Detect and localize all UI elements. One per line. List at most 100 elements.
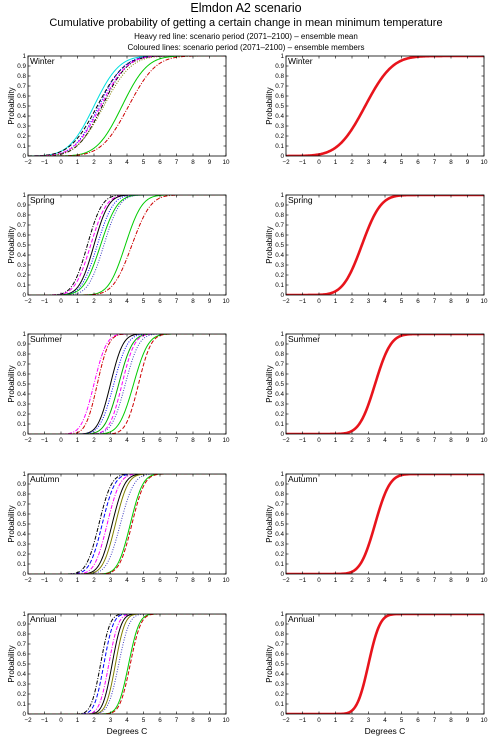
x-tick-label: 9: [466, 717, 470, 724]
member-line-winter-1: [28, 56, 226, 156]
x-tick-label: 4: [383, 437, 387, 444]
plot-frame: [27, 473, 227, 575]
y-tick-label: 1: [280, 611, 284, 618]
y-tick-label: 0.5: [17, 661, 26, 668]
x-tick-label: 4: [125, 298, 129, 305]
y-tick-label: 0.5: [275, 661, 284, 668]
y-tick-label: 0.8: [275, 212, 284, 219]
y-tick-label: 1: [22, 53, 26, 60]
member-line-winter-2: [28, 56, 226, 156]
member-line-annual-1: [28, 614, 226, 714]
y-tick-label: 0.6: [17, 511, 26, 518]
y-tick-label: 0.9: [275, 202, 284, 209]
x-tick-label: −1: [41, 717, 49, 724]
y-tick-label: 0.3: [275, 262, 284, 269]
y-tick-label: 0.8: [17, 73, 26, 80]
x-tick-label: 2: [350, 298, 354, 305]
ensemble-mean-line-spring: [286, 195, 484, 295]
x-tick-label: 6: [158, 717, 162, 724]
x-tick-label: −2: [24, 437, 32, 444]
x-tick-label: 9: [208, 437, 212, 444]
y-tick-label: 0.3: [275, 681, 284, 688]
plot-frame: [285, 613, 485, 715]
x-tick-label: 1: [76, 577, 80, 584]
x-tick-label: 7: [175, 159, 179, 166]
member-line-summer-4: [28, 334, 226, 434]
x-tick-label: 10: [480, 577, 488, 584]
y-tick-label: 0.5: [275, 103, 284, 110]
season-label: Annual: [30, 614, 57, 624]
y-tick-label: 0.3: [17, 541, 26, 548]
x-tick-label: 7: [433, 437, 437, 444]
y-tick-label: 0: [280, 153, 284, 160]
y-tick-label: 0.6: [17, 232, 26, 239]
y-tick-label: 0.1: [17, 421, 26, 428]
member-line-annual-3: [28, 614, 226, 714]
y-tick-label: 0.4: [275, 391, 284, 398]
y-tick-label: 0: [280, 292, 284, 299]
y-tick-label: 1: [22, 331, 26, 338]
y-tick-label: 0.7: [275, 222, 284, 229]
y-tick-label: 0.2: [275, 691, 284, 698]
y-tick-label: 0.4: [17, 113, 26, 120]
x-tick-label: 1: [334, 159, 338, 166]
season-label: Autumn: [30, 474, 60, 484]
x-tick-label: 6: [416, 437, 420, 444]
x-tick-label: 0: [59, 159, 63, 166]
x-tick-label: −2: [282, 298, 290, 305]
x-tick-label: 6: [416, 159, 420, 166]
x-tick-label: −1: [299, 159, 307, 166]
x-tick-label: 1: [334, 298, 338, 305]
member-line-winter-5: [28, 56, 226, 156]
season-label: Winter: [288, 56, 313, 66]
x-tick-label: −2: [24, 159, 32, 166]
x-tick-label: 3: [367, 298, 371, 305]
y-tick-label: 0.3: [17, 681, 26, 688]
x-tick-label: −1: [299, 437, 307, 444]
x-tick-label: 4: [125, 577, 129, 584]
y-tick-label: 1: [280, 331, 284, 338]
y-tick-label: 0.7: [275, 83, 284, 90]
y-tick-label: 1: [22, 471, 26, 478]
y-axis-label: Probability: [265, 365, 274, 402]
member-line-winter-8: [28, 56, 226, 156]
y-tick-label: 0.6: [275, 651, 284, 658]
y-tick-label: 0.9: [17, 481, 26, 488]
season-label: Winter: [30, 56, 55, 66]
y-tick-label: 0.7: [275, 641, 284, 648]
y-tick-label: 0.1: [17, 143, 26, 150]
plot-frame: [27, 194, 227, 296]
x-tick-label: 7: [433, 717, 437, 724]
plot-frame: [285, 55, 485, 157]
y-tick-label: 0.2: [17, 691, 26, 698]
panel-mean-autumn: −2 −1 0 1 2 3 4 5 6 7 8 9 10 0 0.1 0.2 0.3 0.4 0.5 0.6 0.7 0.…: [265, 471, 488, 584]
y-tick-label: 0.3: [17, 123, 26, 130]
x-tick-label: −1: [41, 298, 49, 305]
member-line-summer-6: [28, 334, 226, 434]
y-axis-label: Probability: [265, 87, 274, 124]
x-tick-label: 3: [367, 437, 371, 444]
legend-note-ensemble-members: Coloured lines: scenario period (2071–21…: [127, 43, 365, 52]
season-label: Spring: [30, 195, 55, 205]
y-axis-label: Probability: [265, 645, 274, 682]
y-tick-label: 0: [22, 292, 26, 299]
member-line-autumn-5: [28, 474, 226, 574]
y-tick-label: 0.7: [17, 222, 26, 229]
y-tick-label: 0.5: [275, 521, 284, 528]
plot-frame: [27, 333, 227, 435]
y-tick-label: 0.6: [275, 371, 284, 378]
x-tick-label: 7: [175, 717, 179, 724]
y-tick-label: 0.4: [17, 391, 26, 398]
x-tick-label: 3: [109, 717, 113, 724]
x-tick-label: 1: [334, 437, 338, 444]
x-tick-label: 9: [466, 437, 470, 444]
y-tick-label: 0.6: [275, 232, 284, 239]
member-line-winter-6: [28, 56, 226, 156]
member-line-annual-8: [28, 614, 226, 714]
y-tick-label: 0.7: [17, 501, 26, 508]
x-tick-label: 5: [142, 159, 146, 166]
x-tick-label: 0: [59, 298, 63, 305]
y-tick-label: 0.8: [275, 631, 284, 638]
y-tick-label: 0.4: [275, 531, 284, 538]
